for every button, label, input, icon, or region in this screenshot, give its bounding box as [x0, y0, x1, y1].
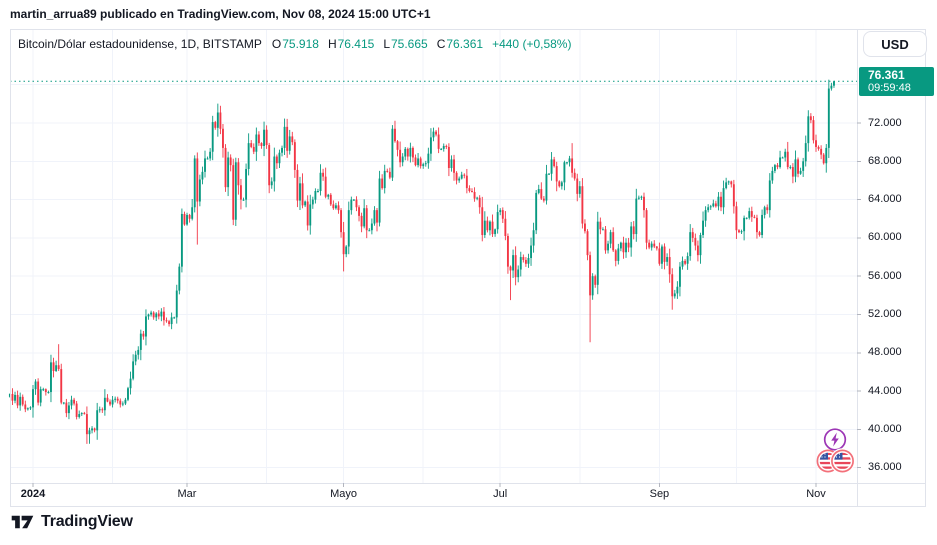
change-value: +440 (+0,58%)	[492, 37, 572, 51]
ohlc-H: H 76.415	[327, 37, 375, 51]
ohlc-L: L 75.665	[383, 37, 428, 51]
tradingview-wordmark: TradingView	[41, 513, 133, 530]
price-tick-label: 68.000	[868, 154, 902, 167]
price-tick-label: 72.000	[868, 116, 902, 129]
price-scale[interactable]: 76.361 09:59:48 72.000 68.000 64.000 60.000…	[857, 29, 934, 483]
panel-borders	[10, 29, 926, 507]
price-tick-label: 56.000	[868, 269, 902, 282]
price-tick-label: 64.000	[868, 193, 902, 206]
us-flag-reactions-icon[interactable]	[816, 448, 856, 474]
time-tick-label-Jul: Jul	[493, 488, 508, 500]
attribution-text: martin_arrua89 publicado en TradingView.…	[10, 7, 431, 21]
tradingview-logo-link[interactable]: TradingView	[10, 513, 133, 531]
price-tick-label: 60.000	[868, 231, 902, 244]
price-tick-label: 48.000	[868, 346, 902, 359]
time-tick-label-Nov: Nov	[806, 488, 826, 500]
last-price-label: 76.361 09:59:48	[859, 67, 934, 97]
reactions-group	[816, 428, 856, 474]
tradingview-logo-icon	[11, 515, 34, 529]
time-scale[interactable]: 2024 Mar Mayo Jul Sep Nov	[10, 484, 926, 507]
axis-ticks	[32, 122, 861, 487]
currency-toggle-button[interactable]: USD	[863, 31, 927, 57]
ohlc-O: O 75.918	[271, 37, 319, 51]
last-price-value: 76.361	[868, 68, 905, 83]
legend-values: O 75.918 H 76.415 L 75.665 C 76.361 +440 (+0,58%…	[272, 37, 572, 51]
currency-label: USD	[881, 36, 909, 52]
lightning-bolt-icon	[831, 432, 839, 447]
bar-countdown: 09:59:48	[868, 82, 911, 95]
candles	[8, 79, 835, 444]
ohlc-C: C 76.361	[436, 37, 484, 51]
price-tick-label: 40.000	[868, 422, 902, 435]
price-tick-label: 44.000	[868, 384, 902, 397]
gridlines	[10, 29, 857, 483]
chart-legend: Bitcoin/Dólar estadounidense, 1D, BITSTA…	[18, 37, 571, 51]
time-tick-label-Mar: Mar	[177, 488, 197, 500]
price-tick-label: 52.000	[868, 308, 902, 320]
time-tick-label-Sep: Sep	[649, 488, 670, 500]
price-tick-label: 36.000	[868, 461, 902, 474]
time-tick-label-Mayo: Mayo	[330, 488, 358, 500]
us-flag-icon	[834, 452, 851, 470]
time-tick-label-2024: 2024	[20, 488, 46, 500]
symbol-title: Bitcoin/Dólar estadounidense, 1D, BITSTA…	[18, 37, 262, 51]
boost-reaction-icon[interactable]	[823, 428, 847, 451]
